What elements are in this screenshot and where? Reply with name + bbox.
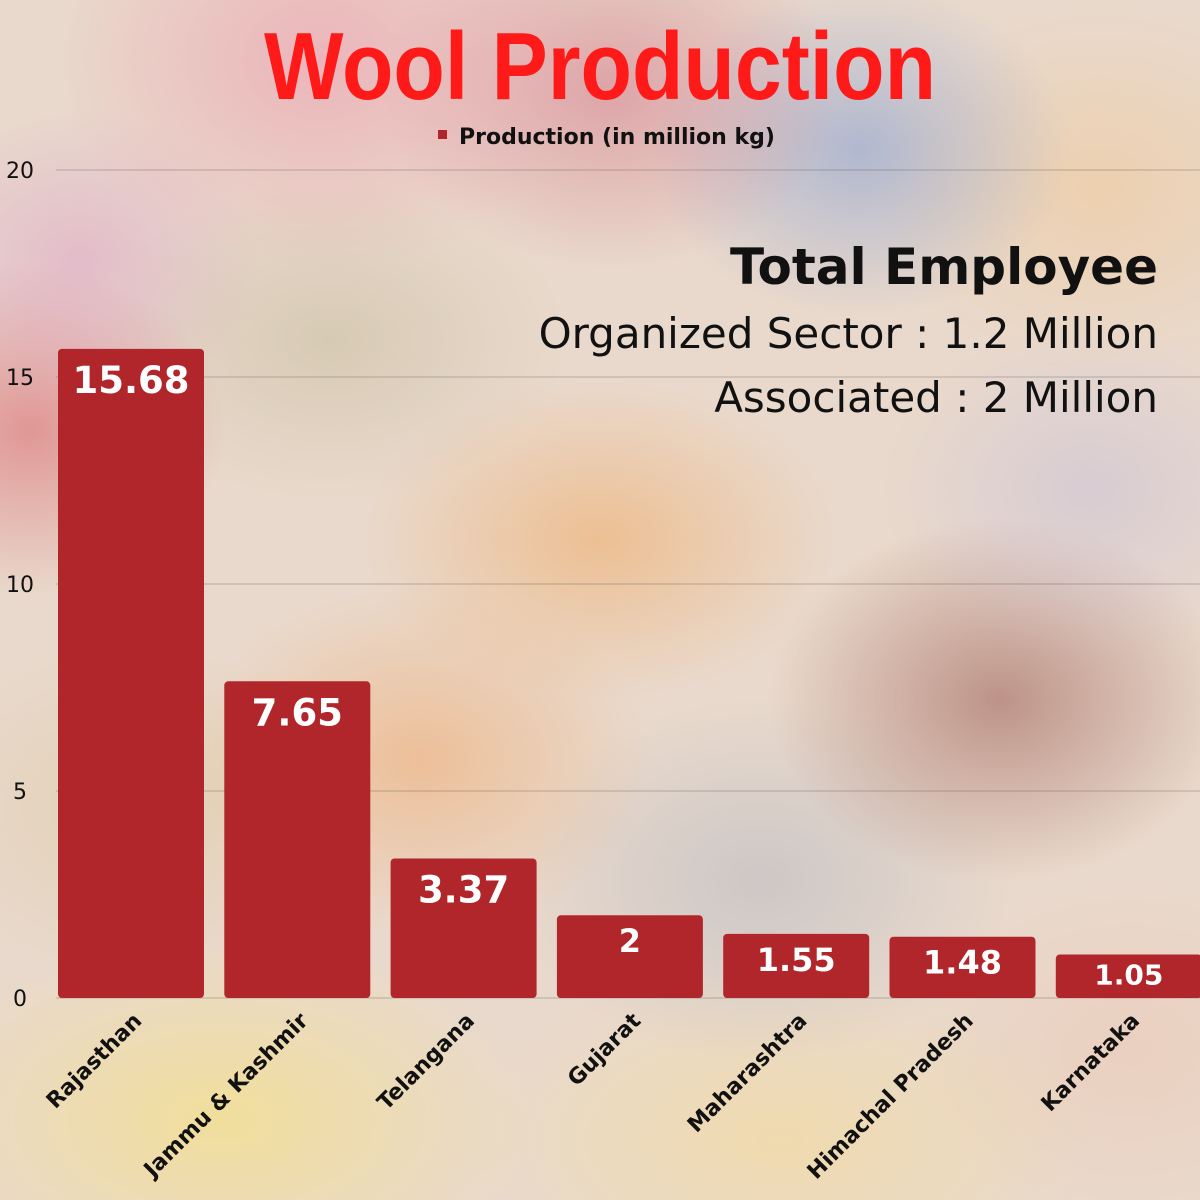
x-category-label: Rajasthan [42,1009,147,1114]
x-category-label: Himachal Pradesh [803,1009,979,1185]
x-category-label: Maharashtra [683,1009,812,1138]
associated-line: Associated : 2 Million [714,373,1158,422]
organized-sector-line: Organized Sector : 1.2 Million [538,309,1158,358]
x-category-label: Gujarat [563,1008,646,1091]
x-category-label: Karnataka [1037,1009,1145,1117]
bar [556,915,703,998]
bar-value-label: 1.55 [757,941,836,979]
bar [58,348,204,998]
bar [889,936,1036,998]
x-category-label: Jammu & Kashmir [138,1008,313,1183]
bar-value-label: 7.65 [252,691,343,734]
y-tick-label: 15 [6,366,34,391]
bar-value-label: 3.37 [418,868,509,911]
bar [224,681,371,998]
bar [1055,954,1200,998]
y-axis-ticks: 0 5 10 15 20 [6,159,34,1012]
legend-swatch [438,130,447,139]
bar-value-label: 15.68 [72,359,189,402]
bars [58,348,1200,998]
employee-heading: Total Employee [730,238,1158,296]
bar [390,858,537,998]
legend-label: Production (in million kg) [459,125,775,150]
bar-value-label: 1.48 [923,944,1002,982]
bar-value-label: 2 [619,922,641,960]
bar [723,933,870,998]
bar-value-label: 1.05 [1094,959,1163,992]
chart-title: Wool Production [264,13,936,120]
y-tick-label: 10 [6,573,34,598]
employee-panel: Total Employee Organized Sector : 1.2 Mi… [539,232,1158,430]
x-category-label: Telangana [373,1009,480,1116]
legend: Production (in million kg) [438,125,775,150]
y-tick-label: 20 [6,159,34,184]
y-tick-label: 5 [13,780,27,805]
y-tick-label: 0 [13,987,27,1012]
bar-value-labels: 15.68 7.65 3.37 2 1.55 1.48 1.05 [72,359,1163,992]
